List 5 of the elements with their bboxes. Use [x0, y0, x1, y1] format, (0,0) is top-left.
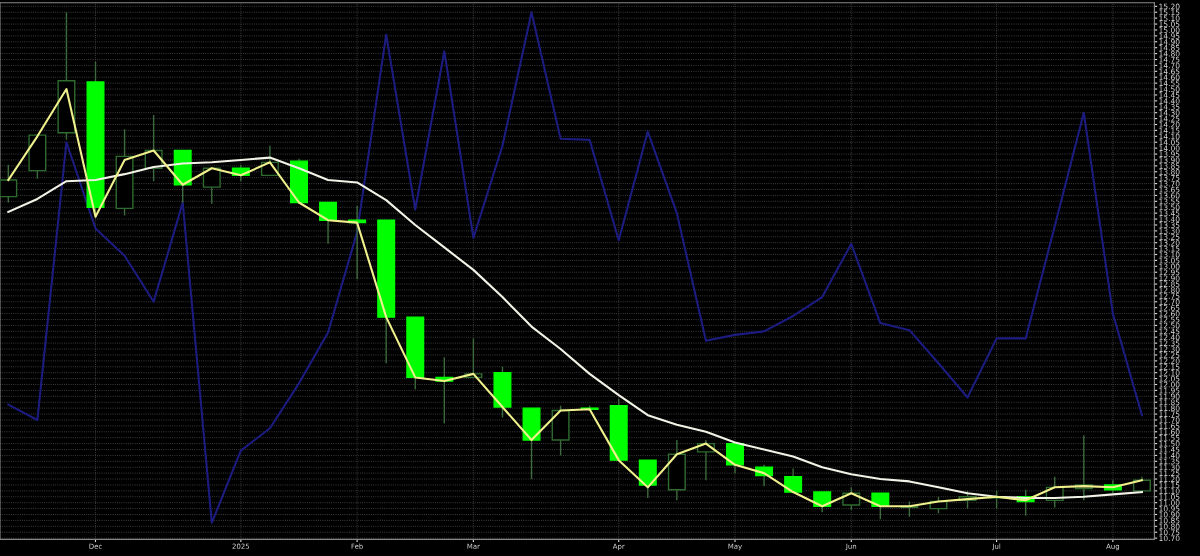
line-series: [7, 11, 1143, 524]
candlestick: [784, 467, 803, 494]
candlestick: [0, 163, 18, 204]
candlestick: [725, 442, 744, 474]
candlestick: [319, 201, 338, 245]
